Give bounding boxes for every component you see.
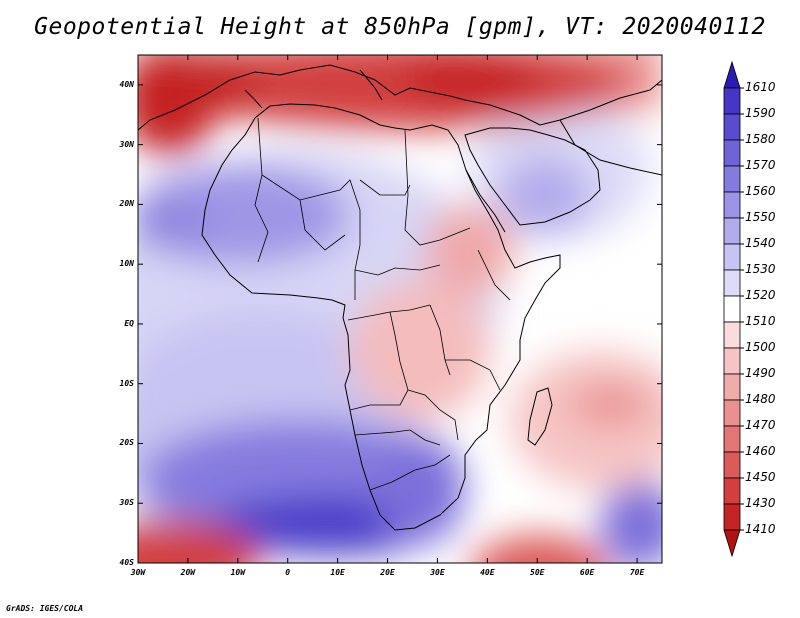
plot-frame	[137, 54, 663, 564]
lat-label: 20N	[119, 199, 134, 209]
colorbar-swatch	[723, 87, 741, 115]
lon-label: 70E	[629, 568, 645, 577]
lon-label: 20W	[180, 568, 196, 577]
lon-label: 10W	[230, 568, 246, 577]
colorbar-label: 1580	[745, 132, 776, 146]
lat-label: 30N	[119, 139, 134, 149]
coastlines	[138, 64, 662, 531]
colorbar-label: 1590	[745, 106, 776, 120]
lat-label: 40S	[119, 558, 134, 567]
colorbar-label: 1480	[745, 392, 776, 406]
lat-label: 20S	[119, 438, 134, 448]
colorbar-swatch	[723, 243, 741, 271]
colorbar-swatch	[723, 373, 741, 401]
colorbar-label: 1540	[745, 236, 776, 250]
colorbar-label: 1470	[745, 418, 776, 432]
lon-label: 0	[285, 568, 291, 577]
colorbar-swatch	[723, 295, 741, 323]
colorbar-swatch	[723, 113, 741, 141]
lon-label: 30W	[130, 568, 146, 577]
axis-ticks	[137, 55, 662, 564]
colorbar-swatch	[723, 529, 741, 558]
colorbar-label: 1430	[745, 496, 776, 510]
lat-label: 40N	[119, 79, 134, 89]
colorbar-label: 1460	[745, 444, 776, 458]
colorbar-swatch	[723, 477, 741, 505]
lat-label: 10S	[119, 378, 134, 388]
colorbar-swatch	[723, 503, 741, 531]
colorbar-swatch	[723, 425, 741, 453]
colorbar-swatch	[723, 347, 741, 375]
colorbar-swatch	[723, 191, 741, 219]
lat-label: 10N	[119, 259, 134, 269]
colorbar-swatch	[723, 269, 741, 297]
colorbar-label: 1500	[745, 340, 776, 354]
colorbar	[723, 60, 744, 558]
colorbar-label: 1570	[745, 158, 776, 172]
colorbar-swatch	[723, 451, 741, 479]
lon-label: 20E	[380, 568, 395, 577]
colorbar-label: 1410	[745, 522, 776, 536]
colorbar-label: 1510	[745, 314, 776, 328]
colorbar-label: 1530	[745, 262, 776, 276]
colorbar-label: 1450	[745, 470, 776, 484]
lon-label: 30E	[430, 568, 445, 577]
lon-label: 40E	[480, 568, 495, 577]
colorbar-swatch	[723, 165, 741, 193]
colorbar-label: 1520	[745, 288, 776, 302]
colorbar-swatch	[723, 60, 741, 89]
lat-label: 30S	[119, 498, 134, 508]
lon-label: 10E	[330, 568, 345, 577]
lon-label: 50E	[530, 568, 545, 577]
grads-credit: GrADS: IGES/COLA	[6, 604, 84, 613]
colorbar-label: 1550	[745, 210, 776, 224]
colorbar-swatch	[723, 217, 741, 245]
colorbar-label: 1490	[745, 366, 776, 380]
colorbar-label: 1610	[745, 80, 776, 94]
colorbar-swatch	[723, 139, 741, 167]
map-title: Geopotential Height at 850hPa [gpm], VT:…	[34, 14, 766, 40]
colorbar-label: 1560	[745, 184, 776, 198]
colorbar-swatch	[723, 399, 741, 427]
lon-label: 60E	[579, 568, 595, 577]
country-borders	[254, 117, 511, 491]
lat-label: EQ	[124, 318, 134, 328]
colorbar-swatch	[723, 321, 741, 349]
height-field-shading	[138, 55, 662, 563]
